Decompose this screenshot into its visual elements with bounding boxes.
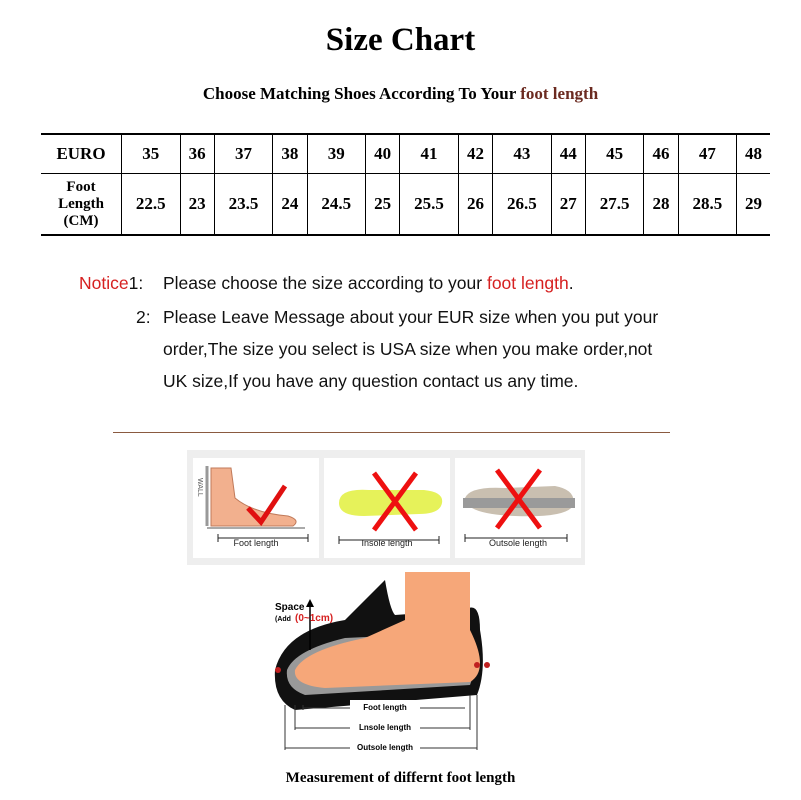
- header-line: Foot: [66, 178, 96, 195]
- item-number: 1:: [128, 273, 144, 293]
- foot-length-cell: 25.5: [399, 173, 459, 236]
- subtitle: Choose Matching Shoes According To Your …: [0, 84, 801, 104]
- foot-length-cell: 28.5: [677, 173, 737, 236]
- euro-size-cell: 37: [213, 134, 273, 174]
- size-table: EURO 35 36 37 38 39 40 41 42 43 44 45 46 47 48 Foot Len…: [41, 133, 770, 236]
- wall-label: WALL: [196, 478, 203, 497]
- notice-line: Please Leave Message about your EUR size…: [163, 307, 659, 327]
- euro-size-cell: 36: [179, 134, 215, 174]
- panel-label: Insole length: [361, 538, 413, 548]
- euro-size-cell: 42: [457, 134, 493, 174]
- euro-size-cell: 46: [643, 134, 679, 174]
- euro-size-cell: 40: [365, 134, 400, 174]
- header-line: Length: [58, 195, 104, 212]
- euro-header: EURO: [41, 134, 122, 174]
- subtitle-highlight: foot length: [520, 84, 599, 103]
- euro-size-cell: 43: [492, 134, 552, 174]
- insole-cross-icon: [338, 471, 443, 544]
- foot-length-header: Foot Length (CM): [41, 173, 122, 236]
- page-title: Size Chart: [325, 22, 476, 58]
- add-prefix: (Add: [275, 616, 291, 623]
- text: .: [568, 273, 574, 293]
- notice-label: Notice: [79, 273, 129, 293]
- shoe-measurement-diagram: Space (Add (0~1cm) Foot length Lnsole le…: [274, 572, 490, 752]
- foot-length-cell: 27: [550, 173, 586, 236]
- euro-size-cell: 44: [550, 134, 586, 174]
- divider: [113, 432, 670, 433]
- foot-length-cell: 26.5: [492, 173, 552, 236]
- foot-length-cell: 26: [457, 173, 493, 236]
- foot-length-cell: 25: [365, 173, 400, 236]
- insole-length-label: Lnsole length: [359, 723, 411, 732]
- add-value: (0~1cm): [295, 613, 333, 624]
- euro-row: EURO 35 36 37 38 39 40 41 42 43 44 45 46 47 48: [41, 134, 770, 174]
- caption: Measurement of differnt foot length: [285, 770, 516, 786]
- notice-line: order,The size you select is USA size wh…: [163, 339, 653, 359]
- foot-length-cell: 27.5: [584, 173, 644, 236]
- foot-length-cell: 23: [179, 173, 215, 236]
- foot-length-row: Foot Length (CM) 22.5 23 23.5 24 24.5 25 25.5 26 26…: [41, 173, 770, 236]
- notice-line: UK size,If you have any question contact…: [163, 371, 579, 391]
- notice-item-1: Notice1:: [79, 273, 143, 294]
- euro-size-cell: 35: [121, 134, 181, 174]
- euro-size-cell: 48: [736, 134, 770, 174]
- panel-foot-length: WALL Foot length: [193, 458, 319, 558]
- euro-size-cell: 41: [399, 134, 459, 174]
- measurement-panels: WALL Foot length Insole length: [187, 450, 585, 565]
- highlight: foot length: [486, 273, 569, 293]
- foot-length-cell: 22.5: [121, 173, 181, 236]
- header-line: (CM): [63, 212, 99, 229]
- space-label: Space: [275, 602, 305, 613]
- euro-size-cell: 47: [677, 134, 737, 174]
- euro-size-cell: 39: [306, 134, 366, 174]
- panel-label: Foot length: [233, 538, 279, 548]
- foot-check-icon: WALL: [196, 466, 309, 542]
- foot-length-cell: 28: [643, 173, 679, 236]
- notice-text-1: Please choose the size according to your…: [163, 273, 574, 294]
- subtitle-text: Choose Matching Shoes According To Your: [202, 84, 521, 103]
- outsole-cross-icon: [463, 468, 575, 542]
- foot-length-cell: 24.5: [306, 173, 366, 236]
- foot-length-cell: 23.5: [213, 173, 273, 236]
- item-number: 2:: [136, 307, 151, 327]
- outsole-length-label: Outsole length: [357, 743, 413, 752]
- euro-size-cell: 38: [272, 134, 308, 174]
- foot-length-cell: 29: [736, 173, 770, 236]
- euro-size-cell: 45: [584, 134, 644, 174]
- foot-length-label: Foot length: [363, 703, 407, 712]
- foot-length-cell: 24: [272, 173, 308, 236]
- panel-insole-length: Insole length: [324, 458, 450, 558]
- panel-outsole-length: Outsole length: [455, 458, 581, 558]
- text: Please choose the size according to your: [163, 273, 487, 293]
- panel-label: Outsole length: [488, 538, 548, 548]
